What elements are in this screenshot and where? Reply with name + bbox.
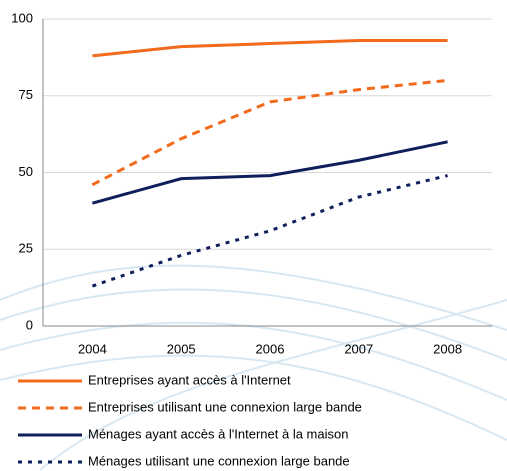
legend-label: Entreprises ayant accès à l'Internet	[88, 372, 291, 387]
legend-label: Ménages ayant accès à l'Internet à la ma…	[88, 426, 348, 441]
legend-label: Ménages utilisant une connexion large ba…	[88, 453, 350, 468]
x-tick-label: 2005	[167, 341, 196, 356]
y-tick-label: 100	[11, 10, 33, 25]
x-tick-label: 2006	[256, 341, 285, 356]
y-tick-label: 0	[26, 317, 33, 332]
line-series	[92, 176, 447, 287]
swoosh	[0, 289, 507, 360]
chart: 0 25 50 75 100 2004 2005 2006 2007 2008 Entreprise…	[0, 0, 507, 471]
y-tick-label: 75	[19, 87, 33, 102]
legend-label: Entreprises utilisant une connexion larg…	[88, 399, 362, 414]
swoosh	[0, 323, 507, 400]
x-tick-label: 2004	[78, 341, 107, 356]
y-tick-label: 25	[19, 241, 33, 256]
x-tick-label: 2007	[344, 341, 373, 356]
line-series	[92, 40, 447, 55]
x-tick-label: 2008	[433, 341, 462, 356]
y-tick-label: 50	[19, 164, 33, 179]
